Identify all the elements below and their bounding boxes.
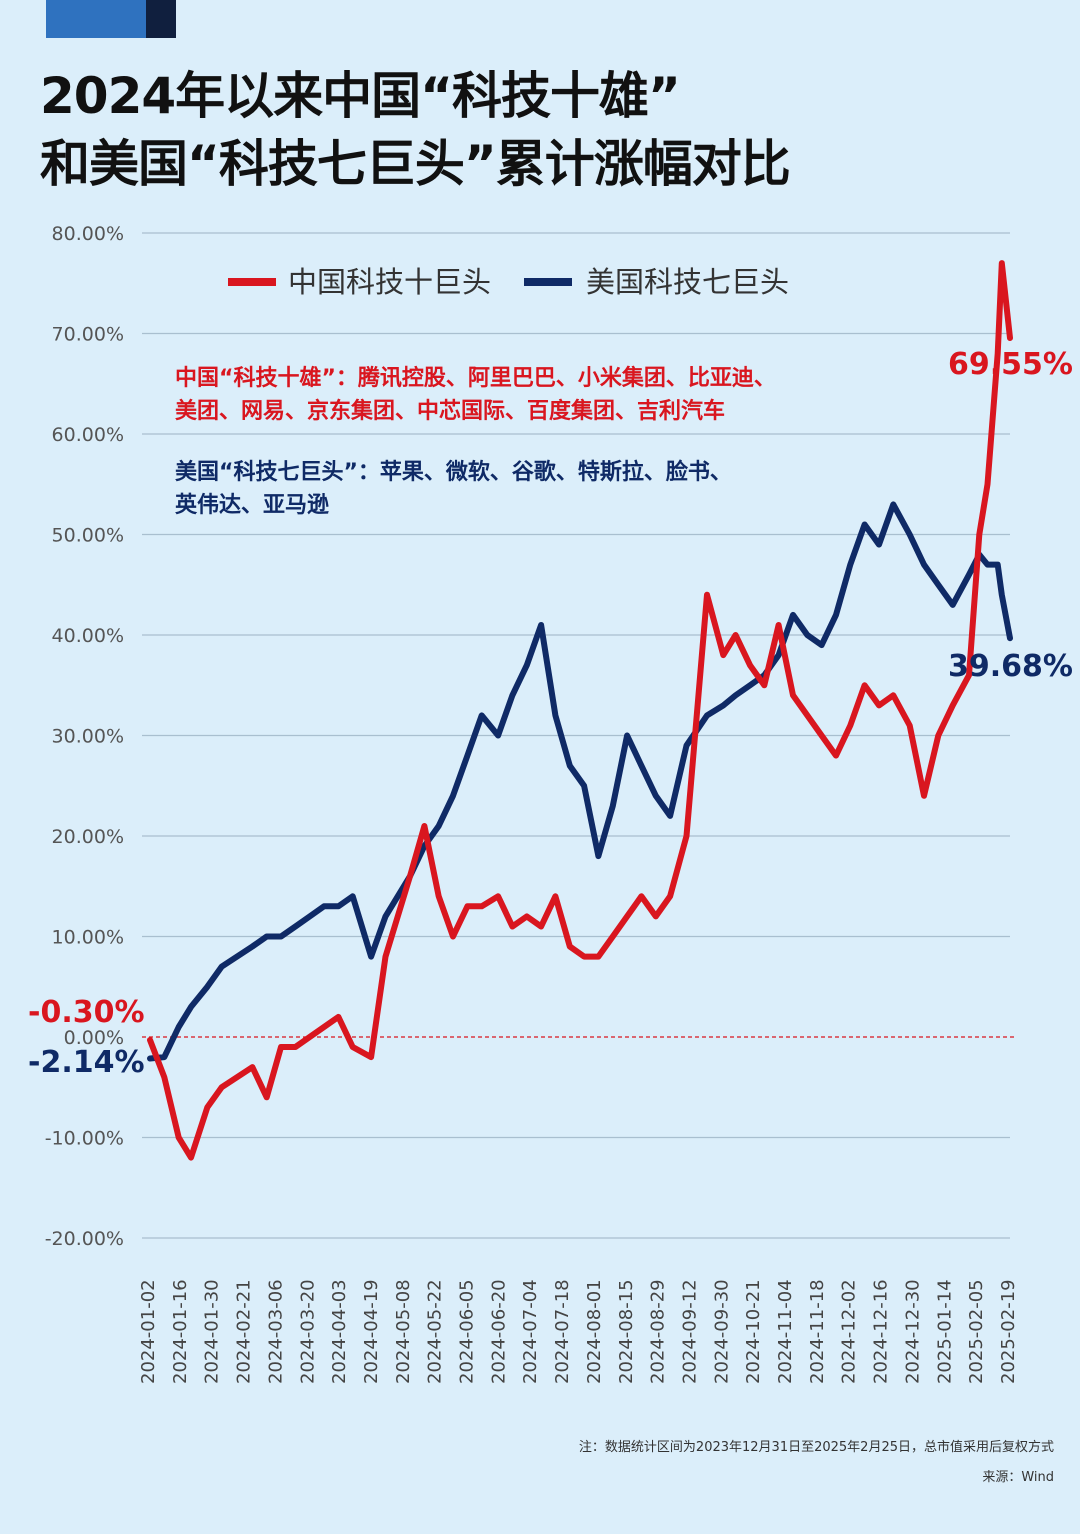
footnote: 注：数据统计区间为2023年12月31日至2025年2月25日，总市值采用后复权…	[578, 1440, 1054, 1455]
china-start-value-label: -0.30%	[28, 995, 145, 1030]
y-tick-label: 80.00%	[52, 223, 124, 245]
x-tick-label: 2024-09-12	[679, 1279, 700, 1384]
china-components-line-1: 中国“科技十雄”：腾讯控股、阿里巴巴、小米集团、比亚迪、	[175, 365, 776, 391]
x-axis-ticks: 2024-01-02 2024-01-16 2024-01-30 2024-02-21…	[138, 1279, 1019, 1384]
x-tick-label: 2024-12-30	[902, 1279, 923, 1384]
china-end-value-label: 69.55%	[948, 347, 1073, 382]
legend-china-label: 中国科技十巨头	[288, 265, 491, 299]
y-tick-label: 70.00%	[52, 324, 124, 346]
x-tick-label: 2024-05-08	[393, 1279, 414, 1384]
x-tick-label: 2024-04-19	[361, 1279, 382, 1384]
x-tick-label: 2024-07-18	[552, 1279, 573, 1384]
x-tick-label: 2024-09-30	[711, 1279, 732, 1384]
x-tick-label: 2025-02-19	[998, 1279, 1019, 1384]
us-series-line	[147, 501, 1013, 1062]
chart-grid	[142, 232, 1010, 1239]
y-tick-label: 50.00%	[52, 525, 124, 547]
y-tick-label: 60.00%	[52, 424, 124, 446]
y-tick-label: -20.00%	[45, 1228, 124, 1250]
x-tick-label: 2024-07-04	[520, 1279, 541, 1384]
title-line-1: 2024年以来中国“科技十雄”	[40, 67, 681, 125]
us-components-line-2: 英伟达、亚马逊	[175, 493, 329, 518]
x-tick-label: 2024-11-04	[775, 1279, 796, 1384]
x-tick-label: 2024-01-02	[138, 1279, 159, 1384]
x-tick-label: 2024-12-16	[871, 1279, 892, 1384]
x-tick-label: 2024-12-02	[839, 1279, 860, 1384]
y-tick-label: 20.00%	[52, 826, 124, 848]
x-tick-label: 2024-11-18	[807, 1279, 828, 1384]
china-series-line	[147, 260, 1013, 1161]
x-tick-label: 2025-02-05	[966, 1279, 987, 1384]
y-tick-label: -10.00%	[45, 1128, 124, 1150]
x-tick-label: 2024-01-16	[170, 1279, 191, 1384]
x-tick-label: 2024-01-30	[202, 1279, 223, 1384]
y-tick-label: 30.00%	[52, 726, 124, 748]
us-end-value-label: 39.68%	[948, 649, 1073, 684]
legend: 中国科技十巨头 美国科技七巨头	[228, 265, 789, 299]
header-accent-bar-dark	[146, 0, 176, 38]
y-axis-ticks: 80.00% 70.00% 60.00% 50.00% 40.00% 30.00% 20.0…	[45, 223, 124, 1250]
y-tick-label: 10.00%	[52, 927, 124, 949]
us-start-value-label: -2.14%	[28, 1045, 145, 1080]
x-tick-label: 2024-03-06	[265, 1279, 286, 1384]
line-chart: 80.00% 70.00% 60.00% 50.00% 40.00% 30.00% 20.0…	[28, 223, 1073, 1384]
x-tick-label: 2024-08-15	[616, 1279, 637, 1384]
x-tick-label: 2024-08-01	[584, 1279, 605, 1384]
x-tick-label: 2025-01-14	[934, 1279, 955, 1384]
x-tick-label: 2024-08-29	[648, 1279, 669, 1384]
x-tick-label: 2024-02-21	[234, 1279, 255, 1384]
composition-notes: 中国“科技十雄”：腾讯控股、阿里巴巴、小米集团、比亚迪、 美团、网易、京东集团、…	[175, 365, 776, 518]
x-tick-label: 2024-04-03	[329, 1279, 350, 1384]
y-tick-label: 40.00%	[52, 625, 124, 647]
x-tick-label: 2024-06-20	[488, 1279, 509, 1384]
chart-title: 2024年以来中国“科技十雄” 和美国“科技七巨头”累计涨幅对比	[40, 62, 791, 198]
us-components-line-1: 美国“科技七巨头”：苹果、微软、谷歌、特斯拉、脸书、	[175, 459, 732, 485]
series-layer	[147, 260, 1013, 1161]
source-note: 来源：Wind	[982, 1470, 1054, 1485]
x-tick-label: 2024-10-21	[743, 1279, 764, 1384]
title-line-2: 和美国“科技七巨头”累计涨幅对比	[40, 135, 791, 193]
x-tick-label: 2024-05-22	[425, 1279, 446, 1384]
y-tick-label: 0.00%	[64, 1027, 124, 1049]
x-tick-label: 2024-06-05	[457, 1279, 478, 1384]
header-accent-bar	[46, 0, 146, 38]
x-tick-label: 2024-03-20	[297, 1279, 318, 1384]
china-components-line-2: 美团、网易、京东集团、中芯国际、百度集团、吉利汽车	[175, 398, 725, 424]
legend-us-label: 美国科技七巨头	[586, 265, 789, 299]
